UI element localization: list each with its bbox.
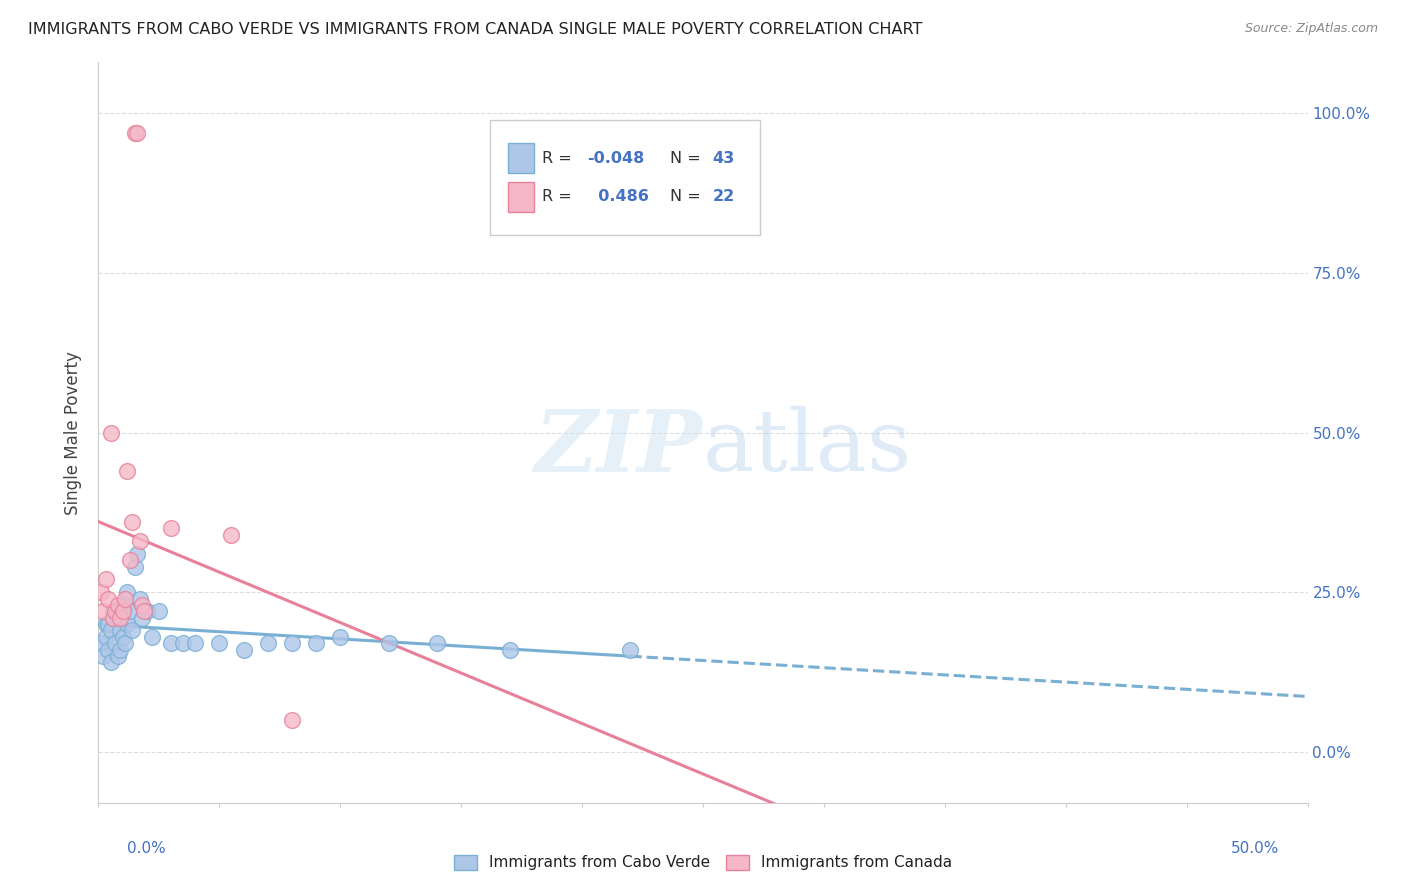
Point <box>97 591 120 606</box>
Point <box>101 611 124 625</box>
Text: ZIP: ZIP <box>536 406 703 489</box>
Point <box>124 126 146 140</box>
Point <box>97 617 120 632</box>
Point <box>134 604 156 618</box>
Point <box>108 624 131 638</box>
Text: atlas: atlas <box>703 406 912 489</box>
Point <box>232 642 254 657</box>
Point <box>104 636 127 650</box>
Point <box>100 624 122 638</box>
Point <box>111 604 134 618</box>
Text: IMMIGRANTS FROM CABO VERDE VS IMMIGRANTS FROM CANADA SINGLE MALE POVERTY CORRELA: IMMIGRANTS FROM CABO VERDE VS IMMIGRANTS… <box>28 22 922 37</box>
Point <box>107 598 129 612</box>
Point <box>117 464 139 478</box>
Point <box>131 611 153 625</box>
Text: Source: ZipAtlas.com: Source: ZipAtlas.com <box>1244 22 1378 36</box>
Point <box>114 598 136 612</box>
Point <box>121 624 143 638</box>
Text: 0.0%: 0.0% <box>127 841 166 856</box>
Point <box>619 642 641 657</box>
Y-axis label: Single Male Poverty: Single Male Poverty <box>65 351 83 515</box>
Point <box>127 126 149 140</box>
Point <box>104 604 127 618</box>
Text: 22: 22 <box>713 189 735 204</box>
Point <box>118 604 141 618</box>
Point <box>117 617 139 632</box>
Point <box>160 636 183 650</box>
Text: 43: 43 <box>713 151 735 166</box>
Text: -0.048: -0.048 <box>588 151 645 166</box>
Point <box>256 636 278 650</box>
Text: 0.486: 0.486 <box>588 189 650 204</box>
Point <box>90 585 112 599</box>
Point <box>141 630 163 644</box>
Point <box>100 656 122 670</box>
Point <box>128 534 150 549</box>
Legend: Immigrants from Cabo Verde, Immigrants from Canada: Immigrants from Cabo Verde, Immigrants f… <box>449 848 957 877</box>
Point <box>135 604 157 618</box>
Point <box>94 573 117 587</box>
Point <box>107 648 129 663</box>
Point <box>118 553 141 567</box>
Point <box>114 636 136 650</box>
Point <box>91 604 114 618</box>
Point <box>131 598 153 612</box>
Point <box>281 713 304 727</box>
Point <box>111 604 134 618</box>
Point <box>121 515 143 529</box>
Text: R =: R = <box>543 189 578 204</box>
Point <box>101 604 124 618</box>
Point <box>172 636 194 650</box>
Point <box>124 559 146 574</box>
Point <box>160 521 183 535</box>
Point <box>498 642 520 657</box>
Point <box>184 636 207 650</box>
Text: N =: N = <box>671 189 706 204</box>
Point <box>104 604 127 618</box>
Point <box>94 630 117 644</box>
Point <box>111 630 134 644</box>
Point <box>90 636 112 650</box>
Point <box>128 591 150 606</box>
Point <box>305 636 328 650</box>
Point <box>148 604 170 618</box>
Text: N =: N = <box>671 151 706 166</box>
Point <box>221 527 243 541</box>
Point <box>117 585 139 599</box>
Point <box>108 611 131 625</box>
Point <box>100 425 122 440</box>
Text: 50.0%: 50.0% <box>1232 841 1279 856</box>
Point <box>94 617 117 632</box>
Point <box>426 636 449 650</box>
Point <box>107 611 129 625</box>
Point <box>108 642 131 657</box>
Point <box>97 642 120 657</box>
Point <box>127 547 149 561</box>
Point <box>208 636 231 650</box>
Point <box>114 591 136 606</box>
Point <box>91 648 114 663</box>
Point <box>329 630 352 644</box>
Point <box>377 636 399 650</box>
Text: R =: R = <box>543 151 578 166</box>
Point <box>281 636 304 650</box>
